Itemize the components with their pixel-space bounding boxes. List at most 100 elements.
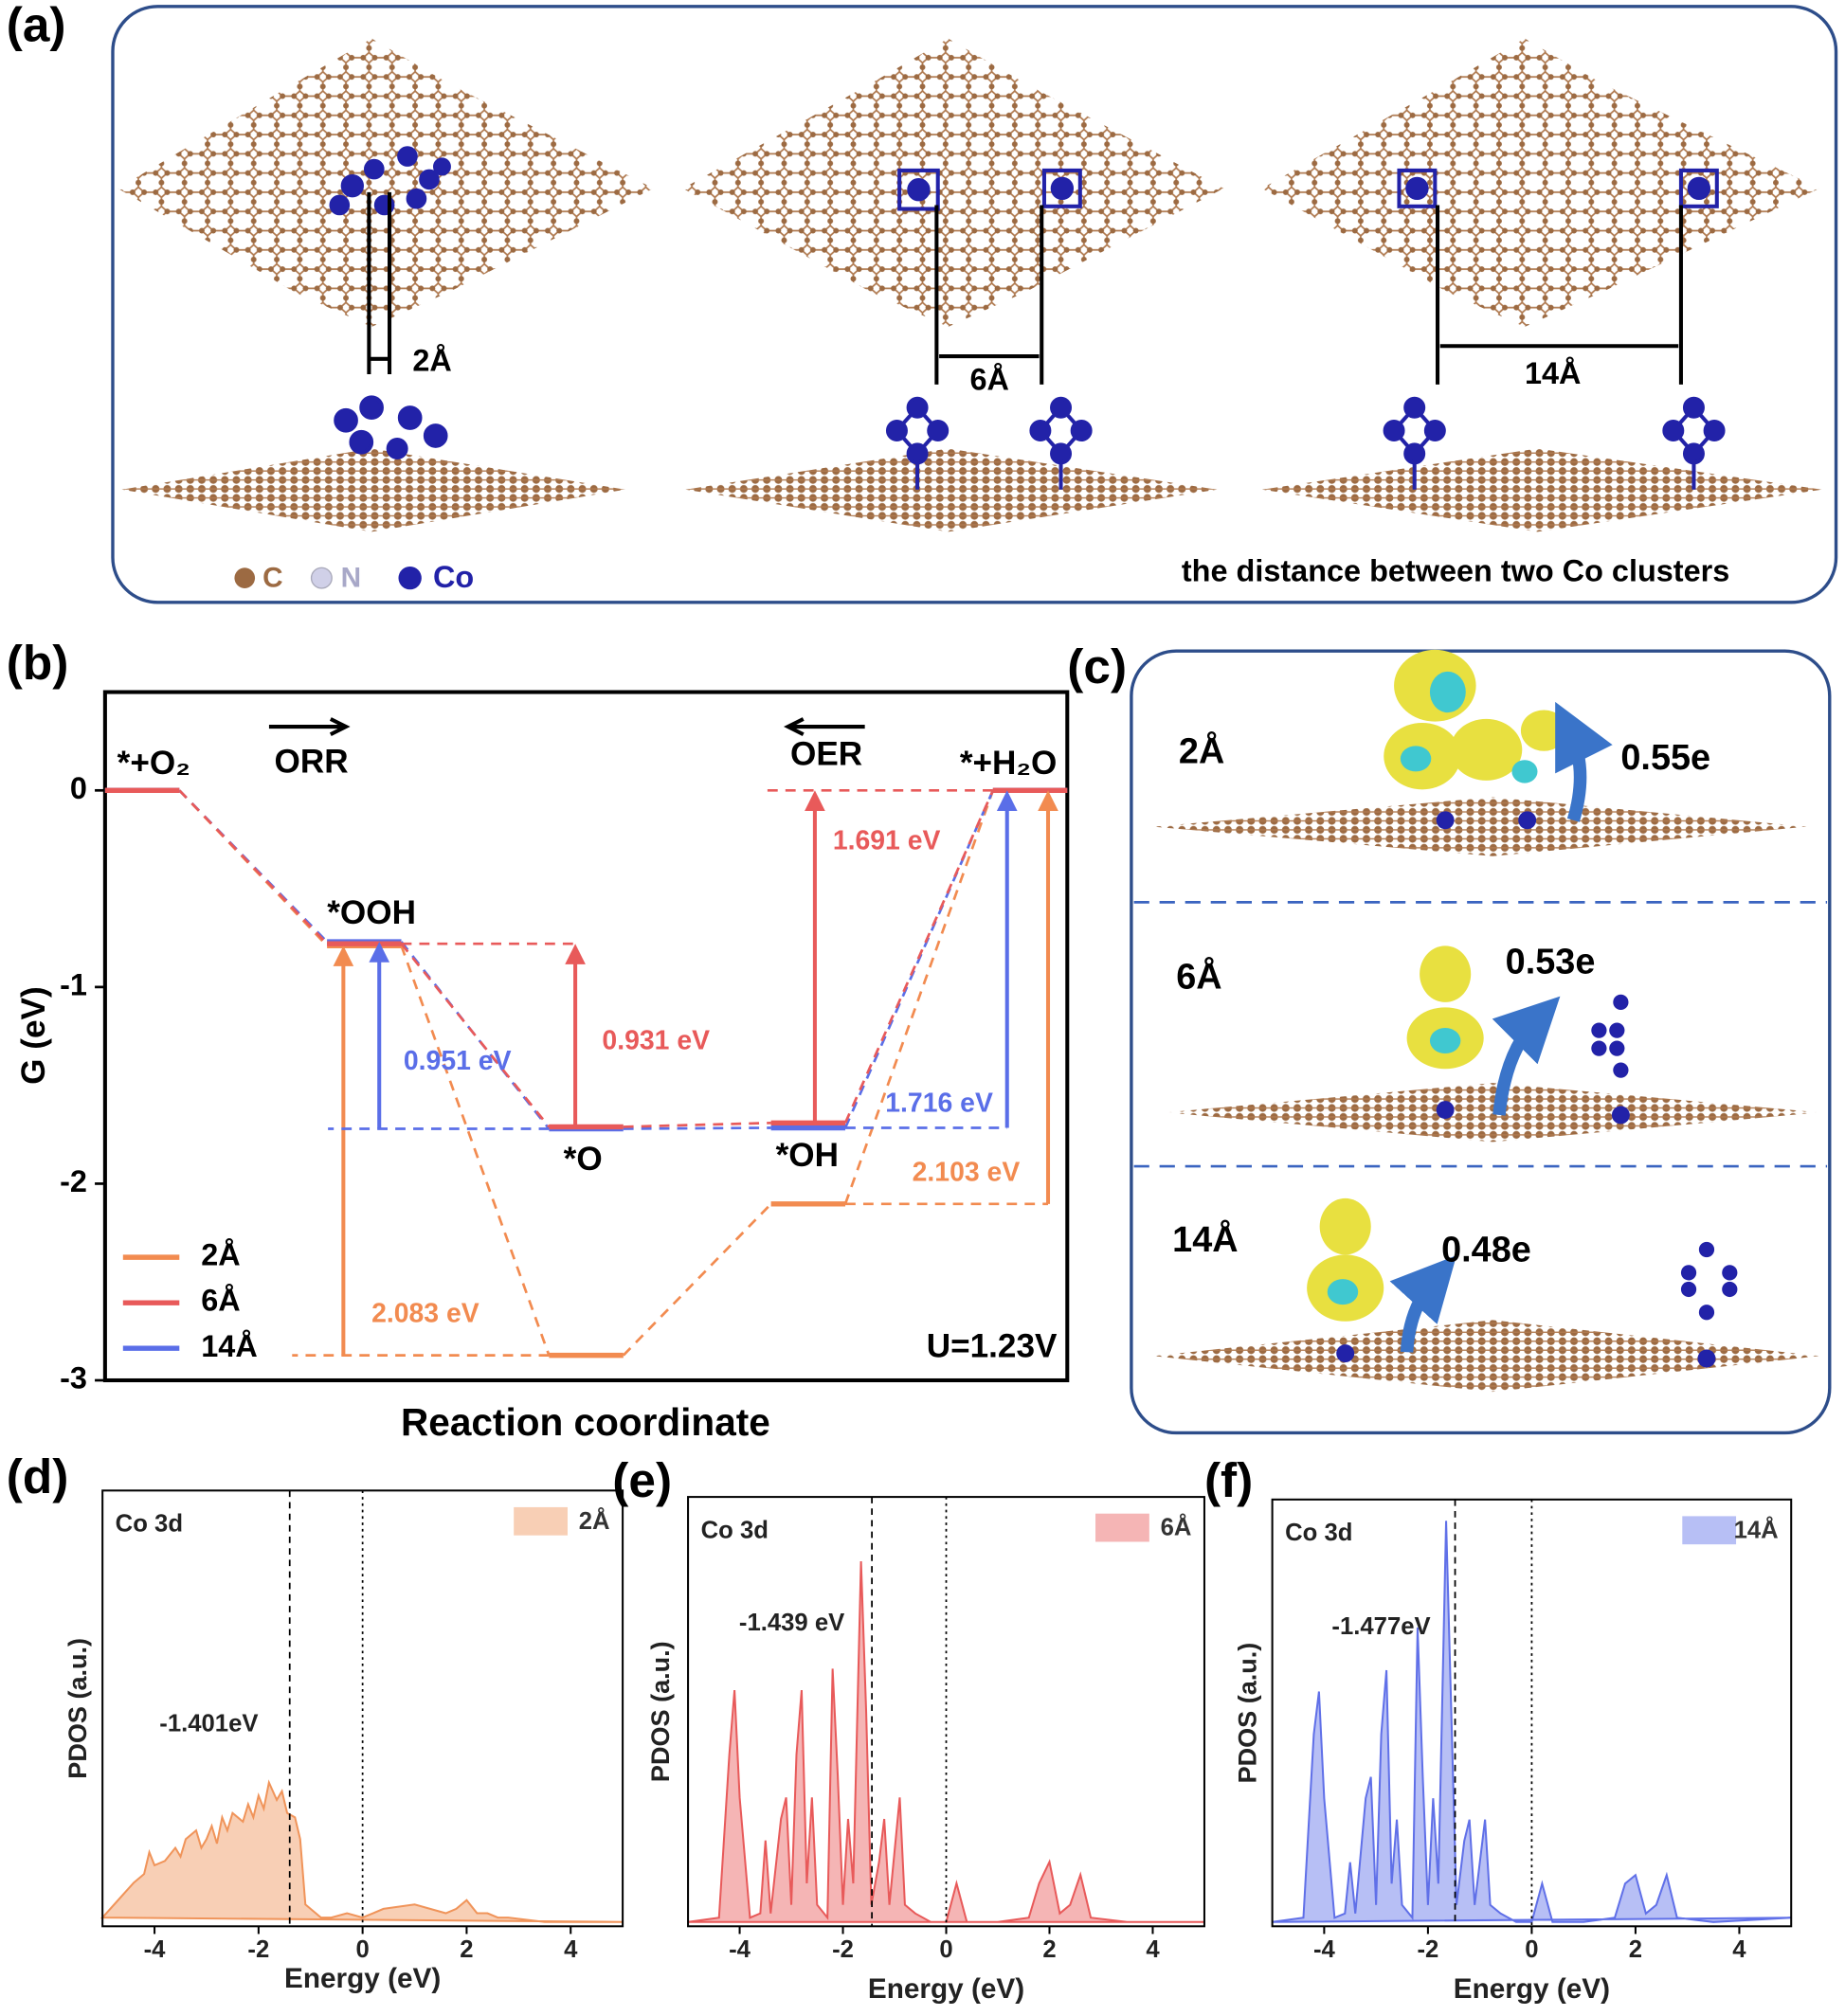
x-tick-label: 0: [1525, 1936, 1538, 1963]
x-axis-label: Energy (eV): [868, 1973, 1024, 2005]
graphene-top: [682, 38, 1224, 327]
graphene-top: [1261, 38, 1819, 327]
gap-arrowhead: [996, 790, 1018, 811]
panel-frame: [1130, 649, 1832, 1435]
connector: [623, 1121, 771, 1128]
panel-label: (c): [1067, 639, 1127, 693]
step-label: *+O₂: [118, 745, 190, 782]
connector: [623, 1126, 771, 1130]
row-label: 2Å: [1179, 729, 1224, 771]
charge-label: 0.55e: [1620, 738, 1710, 778]
co-clusters-side: [334, 395, 1726, 490]
graphene-side: [1152, 797, 1807, 856]
panel-label: (e): [612, 1452, 672, 1507]
y-tick-label: -1: [60, 967, 87, 1001]
x-axis-label: Reaction coordinate: [401, 1400, 770, 1444]
connector: [843, 789, 995, 1124]
panel-label: (f): [1204, 1452, 1253, 1507]
legend-label: 6Å: [1161, 1514, 1192, 1541]
graphene-top: [118, 38, 654, 327]
gap-arrowhead: [805, 790, 825, 811]
x-tick-label: 4: [564, 1936, 578, 1963]
legend-label: 6Å: [201, 1283, 240, 1318]
gap-arrowhead: [369, 942, 390, 963]
gap-label: 0.931 eV: [602, 1025, 710, 1055]
distance-label: 2Å: [412, 342, 451, 377]
connector: [400, 943, 551, 1128]
x-tick-label: -2: [247, 1936, 269, 1963]
x-tick-label: 0: [939, 1936, 952, 1963]
y-tick-label: -2: [60, 1164, 87, 1198]
gap-arrowhead: [565, 944, 586, 964]
x-axis-label: Energy (eV): [284, 1963, 441, 1994]
legend-label: 2Å: [579, 1507, 610, 1535]
x-tick-label: 2: [1629, 1936, 1642, 1963]
legend-swatch: [1682, 1516, 1737, 1545]
legend-swatch: [514, 1506, 568, 1536]
y-axis-label: PDOS (a.u.): [646, 1641, 675, 1782]
gap-label: 1.691 eV: [833, 825, 941, 855]
connector: [400, 945, 551, 1357]
x-tick-label: 0: [355, 1936, 369, 1963]
direction-arrow: [783, 717, 865, 736]
y-axis-label: PDOS (a.u.): [63, 1638, 92, 1779]
legend-label: C: [262, 562, 282, 593]
gap-arrowhead: [1038, 790, 1058, 811]
row-label: 14Å: [1172, 1218, 1238, 1260]
connector: [622, 1202, 772, 1357]
x-axis-label: Energy (eV): [1454, 1973, 1610, 2005]
annotation: ORR: [275, 744, 349, 781]
legend-label: 14Å: [201, 1328, 257, 1363]
x-tick-label: -2: [832, 1936, 854, 1963]
direction-arrow: [268, 717, 351, 736]
step-label: *OH: [776, 1137, 839, 1174]
connector: [178, 789, 329, 945]
x-tick-label: 2: [1042, 1936, 1056, 1963]
pdos-area: [687, 1561, 1204, 1923]
legend-swatch: [1095, 1513, 1149, 1542]
panel-label: (a): [7, 0, 66, 51]
step-label: *O: [564, 1141, 603, 1178]
gap-label: 2.083 eV: [371, 1298, 479, 1328]
charge-density: [1307, 649, 1567, 1322]
x-tick-label: -4: [144, 1936, 167, 1963]
graphene-side: [121, 448, 625, 532]
row-label: 6Å: [1176, 956, 1221, 998]
legend-label: 14Å: [1734, 1516, 1779, 1543]
gap-label: 1.716 eV: [885, 1089, 993, 1119]
x-tick-label: -4: [729, 1936, 751, 1963]
panel-label: (d): [7, 1449, 69, 1503]
panel-title: Co 3d: [116, 1511, 183, 1538]
co-atoms: [1336, 811, 1738, 1368]
distance-markers: [367, 191, 1683, 385]
x-tick-label: 2: [460, 1936, 473, 1963]
legend-label: Co: [433, 560, 474, 594]
caption: the distance between two Co clusters: [1182, 553, 1729, 587]
graphene-side: [1166, 1083, 1819, 1143]
legend-dot: [234, 567, 256, 588]
graphene-side: [1152, 1320, 1819, 1393]
gap-label: 2.103 eV: [913, 1158, 1021, 1188]
panel-a: 2Å 6Å 14Å C N Co the distance between tw…: [111, 5, 1838, 604]
panel-title: Co 3d: [701, 1517, 769, 1543]
gap-arrowhead: [333, 945, 354, 966]
legend-dot: [310, 567, 333, 589]
step-label: *OOH: [327, 894, 416, 931]
panel-label: (b): [7, 635, 69, 690]
legend-label: 2Å: [201, 1237, 240, 1272]
panel-c: 2Å 0.55e 6Å 0.53e 14Å 0.48e: [1130, 649, 1832, 1435]
legend-dot: [398, 566, 422, 590]
annotation: U=1.23V: [927, 1327, 1058, 1364]
x-tick-label: -4: [1313, 1936, 1336, 1963]
y-axis-label: G (eV): [15, 986, 52, 1085]
panel-title: Co 3d: [1285, 1520, 1352, 1546]
y-tick-label: 0: [70, 771, 87, 805]
d-band-label: -1.477eV: [1331, 1613, 1430, 1640]
distance-label: 6Å: [970, 362, 1009, 397]
x-tick-label: -2: [1417, 1936, 1438, 1963]
charge-label: 0.48e: [1441, 1231, 1531, 1270]
x-tick-label: 4: [1732, 1936, 1746, 1963]
graphene-side: [685, 448, 1218, 532]
